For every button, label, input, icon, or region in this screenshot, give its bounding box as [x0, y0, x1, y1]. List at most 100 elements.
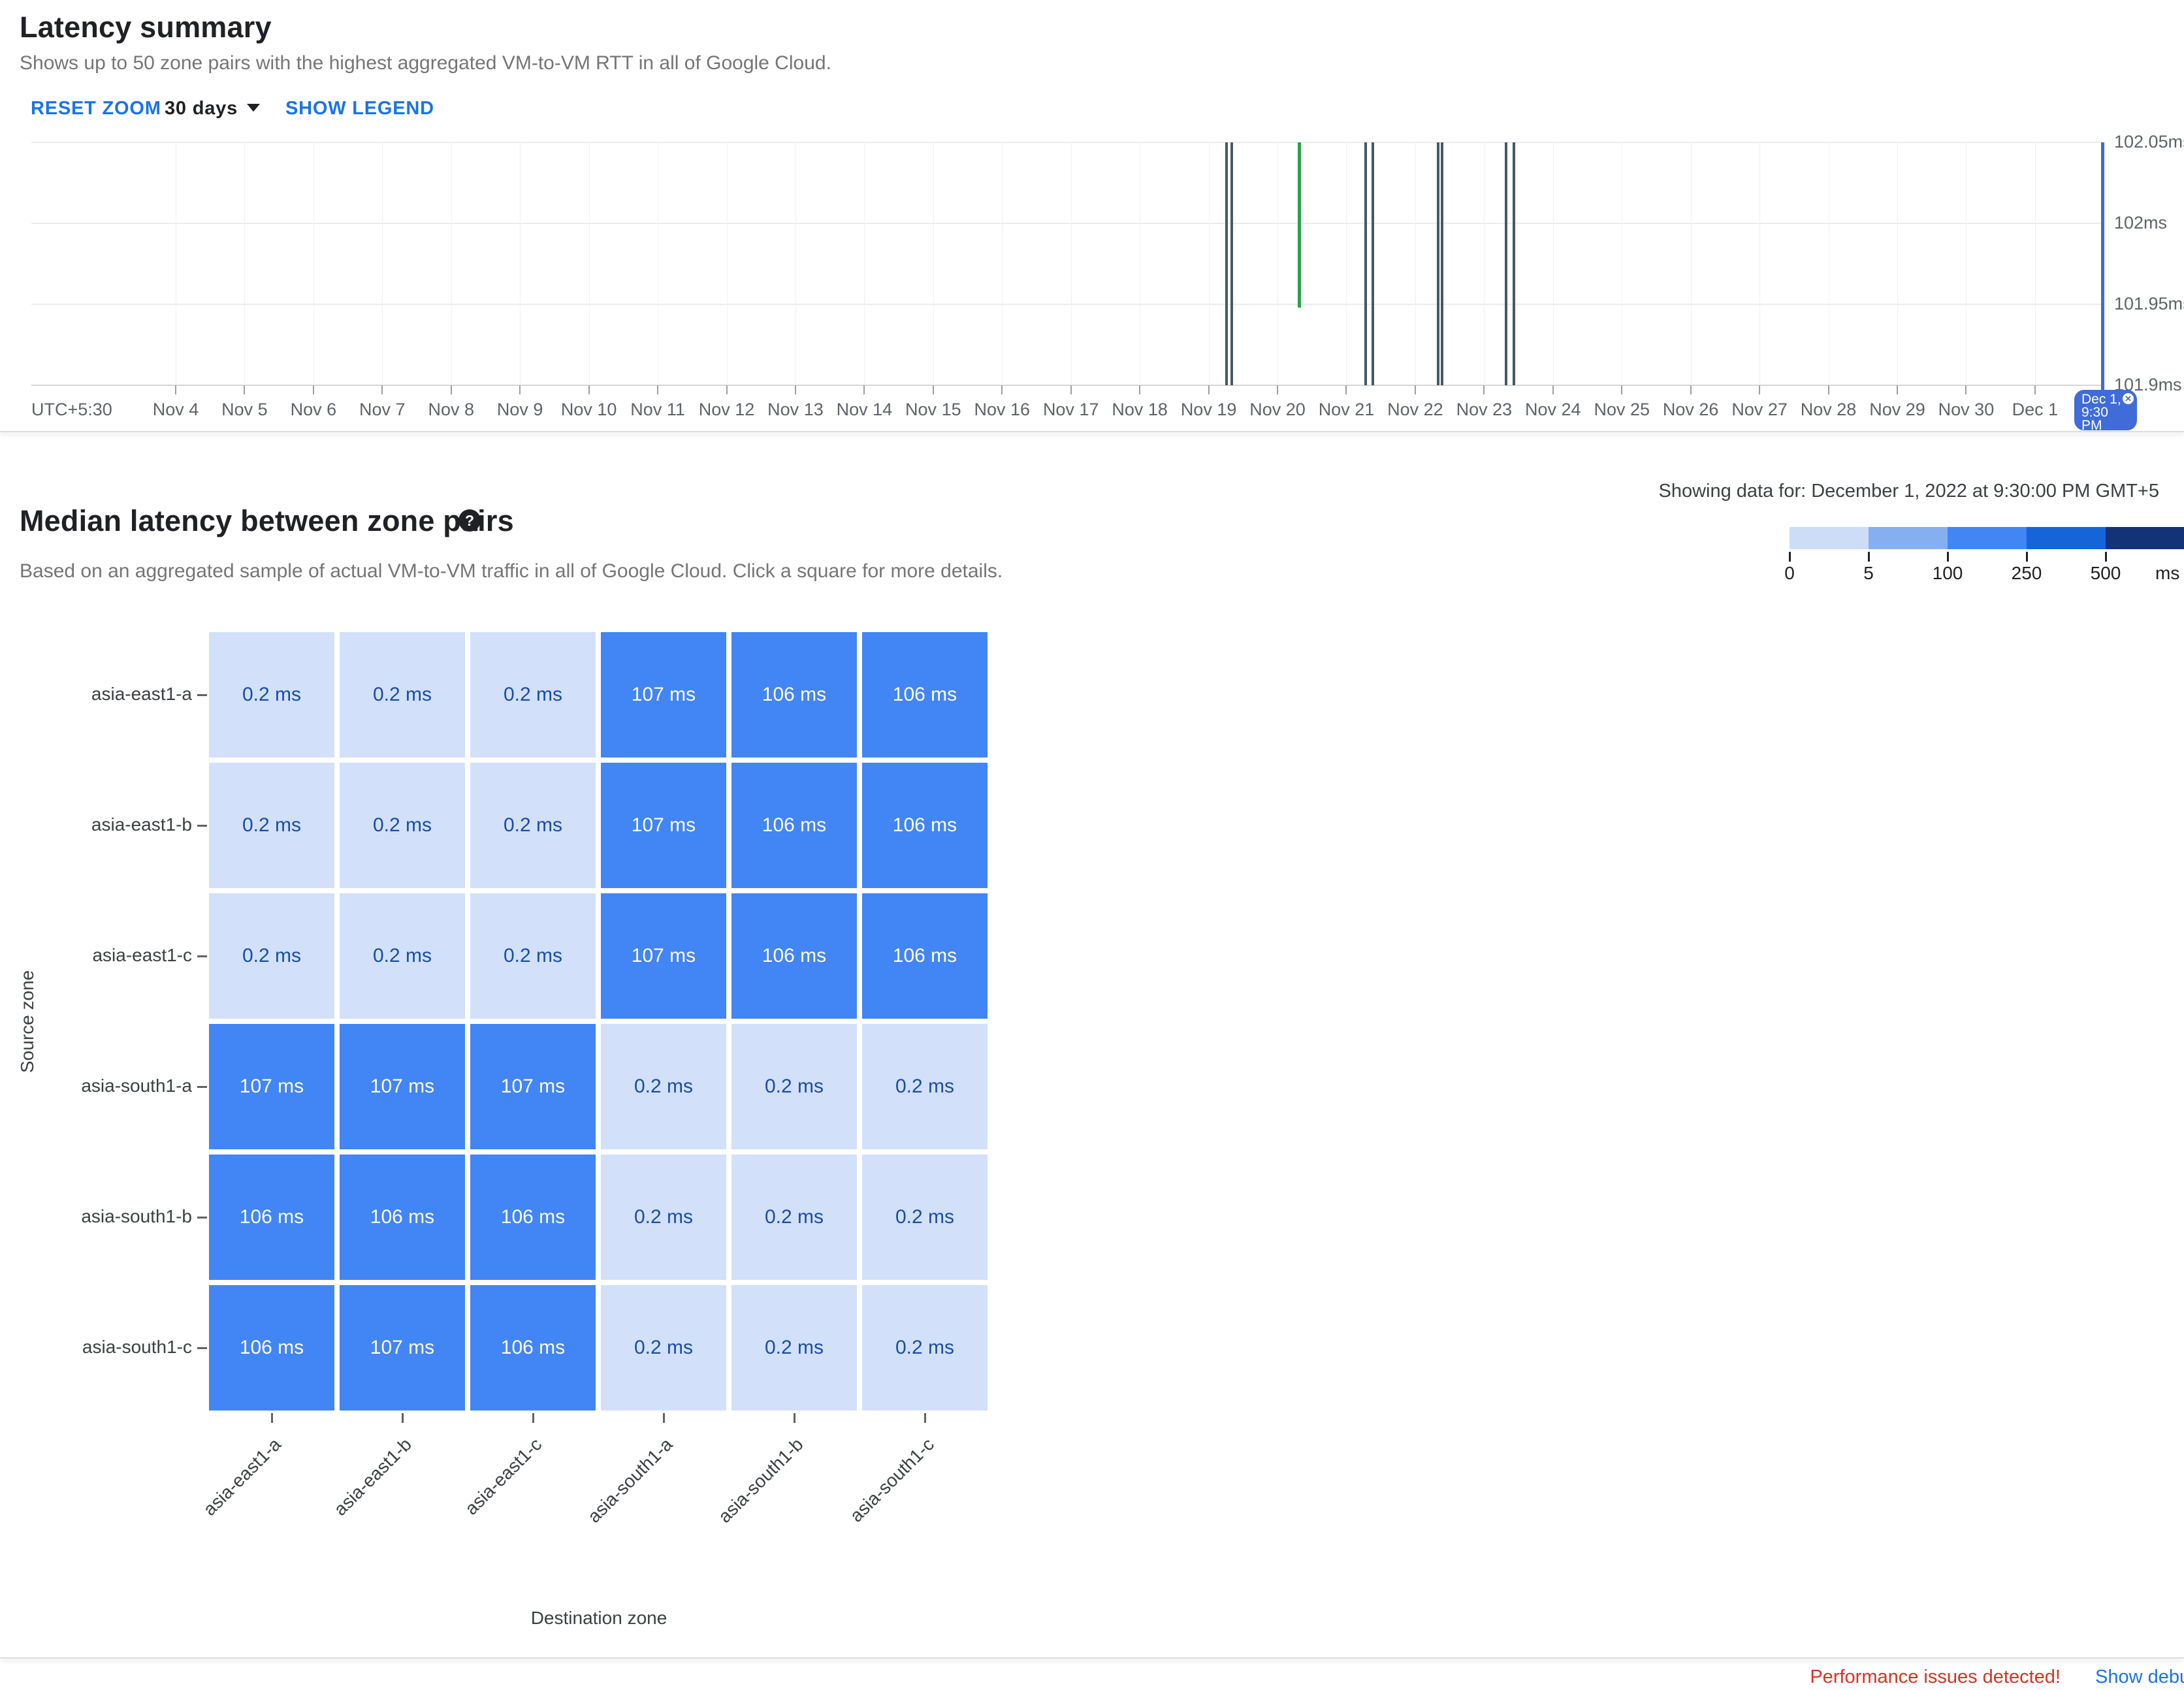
latency-spike[interactable] [1225, 142, 1228, 385]
heatmap-cell[interactable]: 0.2 ms [209, 763, 334, 888]
heatmap-row-tick [197, 955, 207, 957]
heatmap-row-tick [197, 694, 207, 696]
heatmap-cell[interactable]: 0.2 ms [731, 1024, 857, 1149]
latency-spike[interactable] [1512, 142, 1515, 385]
heatmap-cell[interactable]: 107 ms [601, 763, 726, 888]
heatmap-cell[interactable]: 106 ms [862, 893, 988, 1019]
x-axis-tick [1690, 385, 1692, 394]
heatmap-cell[interactable]: 0.2 ms [731, 1285, 857, 1411]
heatmap-row-tick [197, 825, 207, 827]
chart-vgridline [933, 142, 934, 385]
heatmap-cell[interactable]: 106 ms [340, 1155, 465, 1280]
heatmap-cell[interactable]: 106 ms [731, 893, 857, 1019]
heatmap-cell[interactable]: 0.2 ms [470, 632, 596, 757]
latency-spike-green[interactable] [1298, 142, 1302, 308]
heatmap-cell[interactable]: 0.2 ms [862, 1285, 988, 1411]
heatmap-cell[interactable]: 0.2 ms [470, 763, 596, 888]
chart-vgridline [1277, 142, 1279, 385]
legend-color-segment [1948, 527, 2027, 549]
heatmap-cell[interactable]: 106 ms [862, 632, 988, 757]
latency-spike[interactable] [1371, 142, 1374, 385]
heatmap-cell[interactable]: 106 ms [470, 1155, 596, 1280]
heatmap-cell[interactable]: 106 ms [470, 1285, 596, 1411]
heatmap-cell[interactable]: 106 ms [209, 1155, 334, 1280]
x-axis-tick-label: Nov 12 [698, 400, 755, 419]
heatmap-cell[interactable]: 0.2 ms [470, 893, 596, 1019]
heatmap-cell[interactable]: 0.2 ms [601, 1024, 726, 1149]
showing-data-for-label: Showing data for: December 1, 2022 at 9:… [1658, 481, 2159, 502]
heatmap-subtitle: Based on an aggregated sample of actual … [20, 560, 1003, 582]
heatmap-cell[interactable]: 106 ms [731, 763, 857, 888]
heatmap-cell[interactable]: 107 ms [470, 1024, 596, 1149]
heatmap-cell[interactable]: 107 ms [601, 632, 726, 757]
close-icon[interactable]: ✕ [2123, 393, 2134, 404]
heatmap-cell[interactable]: 106 ms [209, 1285, 334, 1411]
x-axis-tick [244, 385, 246, 394]
legend-color-segment [2106, 527, 2184, 549]
heatmap-col-tick [271, 1413, 273, 1423]
heatmap-cell[interactable]: 0.2 ms [209, 632, 334, 757]
heatmap-cell[interactable]: 0.2 ms [862, 1155, 988, 1280]
chart-vgridline [520, 142, 521, 385]
heatmap-cell[interactable]: 107 ms [340, 1285, 465, 1411]
latency-spike[interactable] [1364, 142, 1367, 385]
x-axis-tick [588, 385, 590, 394]
time-selector-line[interactable] [2101, 142, 2104, 390]
heatmap-col-label: asia-east1-a [199, 1434, 285, 1520]
x-axis-tick-label: Nov 26 [1662, 400, 1719, 419]
heatmap-cell[interactable]: 106 ms [731, 632, 857, 757]
heatmap-cell[interactable]: 0.2 ms [340, 893, 465, 1019]
heatmap-cell[interactable]: 107 ms [209, 1024, 334, 1149]
legend-tick [1868, 552, 1870, 562]
heatmap-cell[interactable]: 0.2 ms [340, 763, 465, 888]
latency-spike[interactable] [1505, 142, 1508, 385]
y-axis-tick-label: 102ms [2114, 213, 2168, 232]
x-axis-tick [726, 385, 728, 394]
x-axis-tick-label: Nov 24 [1525, 400, 1581, 419]
heatmap-cell[interactable]: 0.2 ms [862, 1024, 988, 1149]
heatmap-cell[interactable]: 0.2 ms [601, 1285, 726, 1411]
heatmap-row-tick [197, 1347, 207, 1349]
chart-gridline [31, 223, 2103, 224]
x-axis-tick-label: Nov 10 [560, 400, 617, 419]
source-zone-axis-label: Source zone [17, 970, 37, 1073]
x-axis-tick [1552, 385, 1554, 394]
x-axis-tick [1001, 385, 1003, 394]
x-axis-tick [1208, 385, 1210, 394]
latency-spike[interactable] [1441, 142, 1444, 385]
chart-vgridline [864, 142, 865, 385]
heatmap-col-tick [663, 1413, 665, 1423]
heatmap-col-label: asia-east1-c [461, 1434, 546, 1519]
x-axis-tick [1483, 385, 1485, 394]
latency-chart-plot[interactable]: 102.05ms 102ms 101.95ms 101.9ms Nov 4 Nov 5 No… [0, 0, 2184, 431]
x-axis-tick [381, 385, 383, 394]
selected-time-chip[interactable]: Dec 1, 9:30 PM ✕ [2074, 390, 2137, 432]
latency-spike[interactable] [1436, 142, 1439, 385]
heatmap-cell[interactable]: 0.2 ms [731, 1155, 857, 1280]
legend-tick-label: 0 [1784, 563, 1795, 583]
heatmap-col-tick [794, 1413, 795, 1423]
help-icon[interactable]: ? [458, 509, 481, 532]
time-range-dropdown[interactable]: 30 days [165, 98, 261, 120]
show-legend-button[interactable]: SHOW LEGEND [285, 98, 434, 119]
x-axis-tick [1759, 385, 1761, 394]
heatmap-cell[interactable]: 106 ms [862, 763, 988, 888]
chart-vgridline [313, 142, 314, 385]
reset-zoom-button[interactable]: RESET ZOOM [31, 98, 161, 119]
heatmap-cell[interactable]: 0.2 ms [340, 632, 465, 757]
latency-spike[interactable] [1230, 142, 1234, 385]
latency-color-legend: 0 5 100 250 500 [0, 0, 2184, 601]
heatmap-cell[interactable]: 0.2 ms [209, 893, 334, 1019]
chart-vgridline [1690, 142, 1692, 385]
heatmap-cell[interactable]: 107 ms [340, 1024, 465, 1149]
legend-tick [1947, 552, 1949, 562]
show-debug-link[interactable]: Show debug p [2095, 1666, 2184, 1687]
chart-gridline [31, 142, 2103, 143]
heatmap-cell[interactable]: 0.2 ms [601, 1155, 726, 1280]
heatmap-cell[interactable]: 107 ms [601, 893, 726, 1019]
x-axis-tick [450, 385, 452, 394]
heatmap-col-tick [532, 1413, 534, 1423]
x-axis-tick-label: Nov 7 [359, 400, 406, 419]
x-axis-tick-label: Dec 1 [2012, 400, 2059, 419]
chart-vgridline [244, 142, 246, 385]
